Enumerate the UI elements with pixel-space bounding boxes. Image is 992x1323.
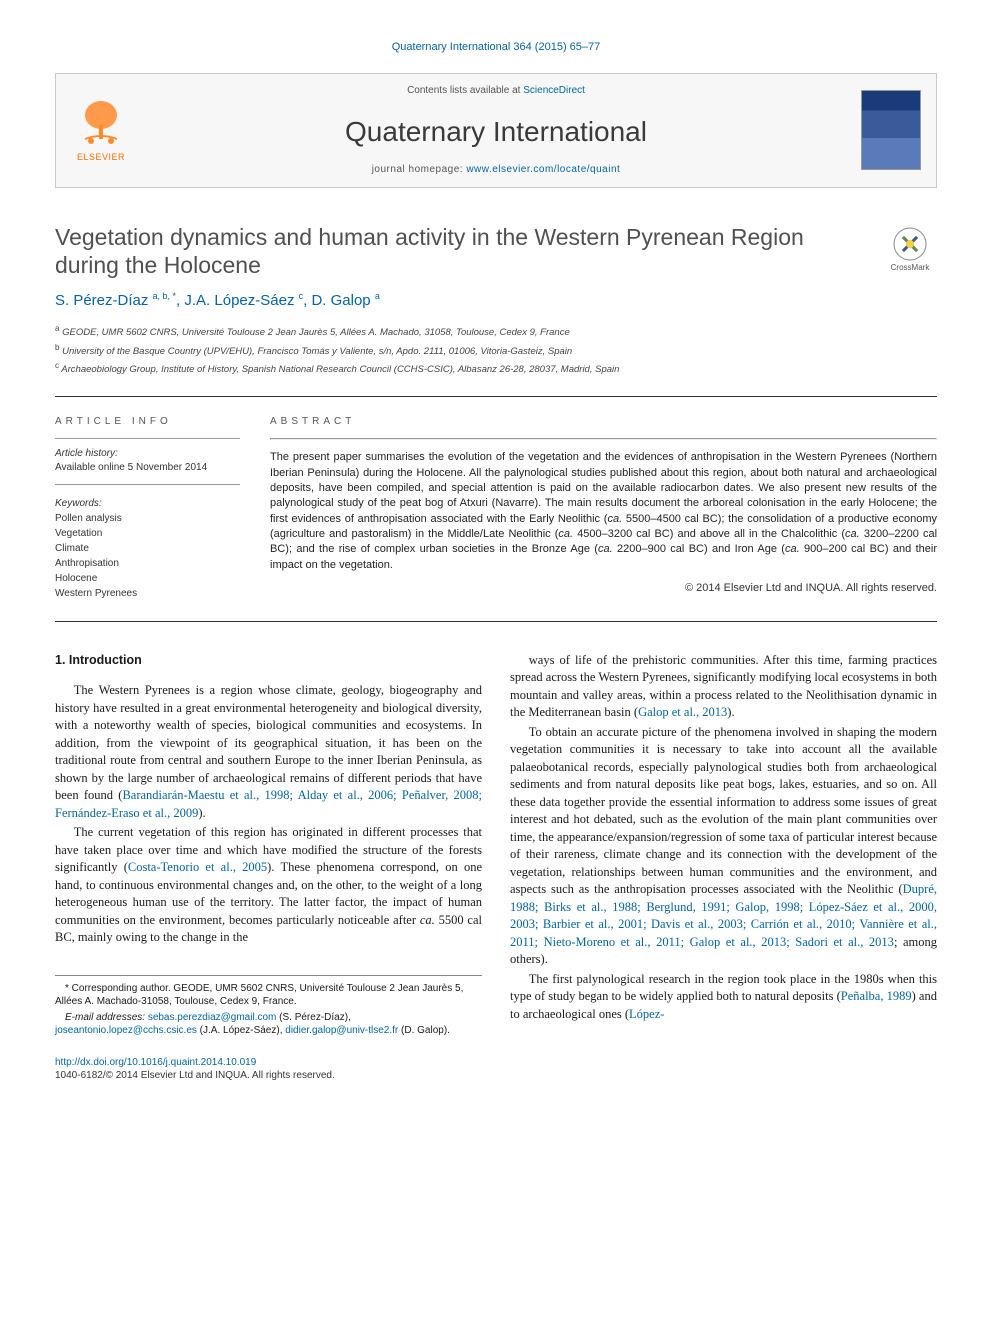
homepage-prefix: journal homepage: bbox=[372, 164, 467, 175]
article-info-column: ARTICLE INFO Article history: Available … bbox=[55, 415, 240, 601]
p5-citation-1[interactable]: Peñalba, 1989 bbox=[841, 989, 912, 1003]
p1-text-a: The Western Pyrenees is a region whose c… bbox=[55, 683, 482, 802]
p5-citation-2[interactable]: López- bbox=[629, 1007, 664, 1021]
abstract-text: The present paper summarises the evoluti… bbox=[270, 450, 937, 573]
keywords-label: Keywords: bbox=[55, 497, 240, 511]
p3-citation[interactable]: Galop et al., 2013 bbox=[638, 705, 727, 719]
footnote-block: * Corresponding author. GEODE, UMR 5602 … bbox=[55, 975, 482, 1038]
crossmark-icon bbox=[893, 227, 927, 261]
keyword-item: Holocene bbox=[55, 571, 240, 586]
abstract-rule bbox=[270, 438, 937, 440]
keyword-item: Vegetation bbox=[55, 526, 240, 541]
article-title: Vegetation dynamics and human activity i… bbox=[55, 223, 863, 281]
p3-text-b: ). bbox=[727, 705, 734, 719]
sciencedirect-link[interactable]: ScienceDirect bbox=[523, 85, 585, 96]
intro-p5: The first palynological research in the … bbox=[510, 971, 937, 1024]
p4-text-a: To obtain an accurate picture of the phe… bbox=[510, 725, 937, 897]
intro-p1: The Western Pyrenees is a region whose c… bbox=[55, 682, 482, 822]
publisher-name: ELSEVIER bbox=[77, 151, 125, 163]
keywords-list: Pollen analysisVegetationClimateAnthropi… bbox=[55, 511, 240, 601]
p1-text-b: ). bbox=[198, 806, 205, 820]
crossmark-badge[interactable]: CrossMark bbox=[883, 227, 937, 274]
citation-text: Quaternary International 364 (2015) 65–7… bbox=[55, 40, 937, 55]
email-line: E-mail addresses: sebas.perezdiaz@gmail.… bbox=[55, 1011, 482, 1038]
abstract-copyright: © 2014 Elsevier Ltd and INQUA. All right… bbox=[270, 581, 937, 596]
email-address[interactable]: sebas.perezdiaz@gmail.com bbox=[148, 1012, 277, 1023]
contents-prefix: Contents lists available at bbox=[407, 85, 523, 96]
bottom-meta: http://dx.doi.org/10.1016/j.quaint.2014.… bbox=[55, 1056, 937, 1083]
publisher-logo-block: ELSEVIER bbox=[56, 74, 146, 187]
keyword-item: Western Pyrenees bbox=[55, 586, 240, 601]
header-center: Contents lists available at ScienceDirec… bbox=[146, 74, 846, 187]
intro-p2: The current vegetation of this region ha… bbox=[55, 824, 482, 947]
affiliation-line: c Archaeobiology Group, Institute of His… bbox=[55, 360, 937, 377]
info-rule-1 bbox=[55, 438, 240, 439]
info-rule-2 bbox=[55, 484, 240, 485]
abstract-head: ABSTRACT bbox=[270, 415, 937, 429]
homepage-link[interactable]: www.elsevier.com/locate/quaint bbox=[466, 164, 620, 175]
article-info-head: ARTICLE INFO bbox=[55, 415, 240, 429]
keyword-item: Climate bbox=[55, 541, 240, 556]
corresponding-author: * Corresponding author. GEODE, UMR 5602 … bbox=[55, 982, 482, 1009]
rule-bottom-abstract bbox=[55, 621, 937, 622]
body-columns: 1. Introduction The Western Pyrenees is … bbox=[55, 652, 937, 1038]
keyword-item: Pollen analysis bbox=[55, 511, 240, 526]
issn-line: 1040-6182/© 2014 Elsevier Ltd and INQUA.… bbox=[55, 1069, 937, 1083]
affiliation-line: b University of the Basque Country (UPV/… bbox=[55, 342, 937, 359]
cover-thumb-block bbox=[846, 74, 936, 187]
affiliation-line: a GEODE, UMR 5602 CNRS, Université Toulo… bbox=[55, 323, 937, 340]
journal-cover-thumb bbox=[861, 90, 921, 170]
journal-name: Quaternary International bbox=[146, 113, 846, 151]
journal-header: ELSEVIER Contents lists available at Sci… bbox=[55, 73, 937, 188]
crossmark-label: CrossMark bbox=[883, 263, 937, 274]
p2-citation[interactable]: Costa-Tenorio et al., 2005 bbox=[128, 860, 267, 874]
intro-p4: To obtain an accurate picture of the phe… bbox=[510, 724, 937, 969]
intro-p3: ways of life of the prehistoric communit… bbox=[510, 652, 937, 722]
email-address[interactable]: didier.galop@univ-tlse2.fr bbox=[285, 1025, 398, 1036]
authors-line: S. Pérez-Díaz a, b, *, J.A. López-Sáez c… bbox=[55, 290, 937, 311]
keyword-item: Anthropisation bbox=[55, 556, 240, 571]
email-address[interactable]: joseantonio.lopez@cchs.csic.es bbox=[55, 1025, 197, 1036]
affiliations-block: a GEODE, UMR 5602 CNRS, Université Toulo… bbox=[55, 323, 937, 377]
p2-ca: ca. bbox=[420, 913, 435, 927]
elsevier-tree-icon bbox=[77, 97, 125, 147]
section-heading-1: 1. Introduction bbox=[55, 652, 482, 669]
homepage-line: journal homepage: www.elsevier.com/locat… bbox=[146, 163, 846, 177]
history-label: Article history: bbox=[55, 447, 240, 461]
abstract-column: ABSTRACT The present paper summarises th… bbox=[270, 415, 937, 601]
history-date: Available online 5 November 2014 bbox=[55, 461, 240, 475]
doi-link[interactable]: http://dx.doi.org/10.1016/j.quaint.2014.… bbox=[55, 1057, 256, 1068]
contents-available-line: Contents lists available at ScienceDirec… bbox=[146, 84, 846, 98]
